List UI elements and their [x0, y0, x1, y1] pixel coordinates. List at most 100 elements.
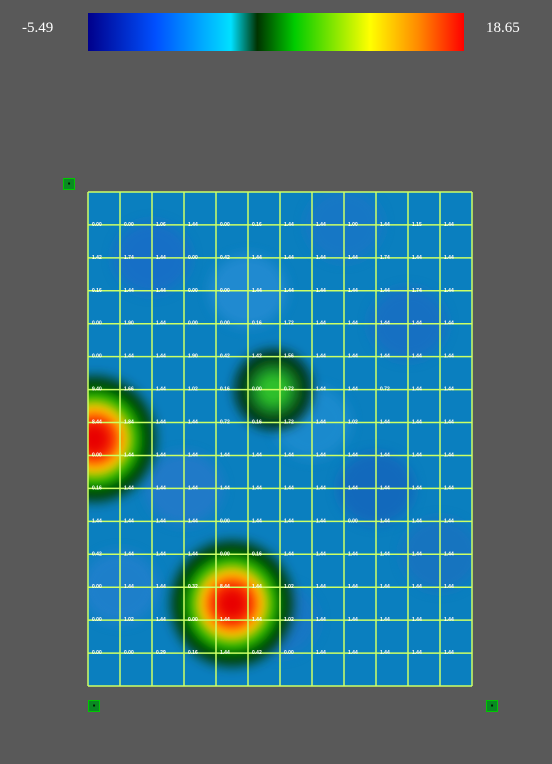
cell-value-label: 0.42 [220, 354, 230, 360]
cell-value-label: 1.44 [188, 420, 198, 426]
cell-value-label: 1.44 [380, 617, 390, 623]
cell-value-label: 1.42 [252, 354, 262, 360]
cell-value-label: 0.29 [156, 650, 166, 656]
cell-value-label: 1.44 [316, 420, 326, 426]
cell-value-label: 1.44 [412, 452, 422, 458]
cell-value-label: 1.44 [444, 452, 454, 458]
cell-value-label: 1.44 [412, 255, 422, 261]
cell-value-label: 1.44 [316, 584, 326, 590]
cell-value-label: 1.44 [412, 551, 422, 557]
cell-value-label: 1.44 [156, 551, 166, 557]
cell-value-label: 1.44 [412, 321, 422, 327]
cell-value-label: 1.02 [348, 420, 358, 426]
cell-value-label: 1.44 [284, 485, 294, 491]
cell-value-label: 0.00 [92, 222, 102, 228]
cell-value-label: 1.44 [124, 288, 134, 294]
cell-value-label: 1.44 [412, 354, 422, 360]
cell-value-label: 1.44 [316, 288, 326, 294]
cell-value-label: 1.00 [348, 222, 358, 228]
cell-value-label: 1.44 [348, 354, 358, 360]
cell-value-label: 1.44 [444, 617, 454, 623]
cell-value-label: 1.02 [124, 617, 134, 623]
cell-value-label: 1.44 [284, 518, 294, 524]
cell-value-label: 1.44 [188, 518, 198, 524]
cell-value-label: 1.44 [444, 321, 454, 327]
colorbar [88, 13, 464, 51]
cell-value-label: 1.44 [156, 255, 166, 261]
cell-value-label: 0.00 [92, 584, 102, 590]
cell-value-label: 0.00 [188, 617, 198, 623]
cell-value-label: 0.16 [92, 288, 102, 294]
corner-marker-bottom-left[interactable]: ▪ [88, 700, 100, 712]
colorbar-max-label: 18.65 [486, 20, 520, 36]
cell-value-label: 1.44 [252, 617, 262, 623]
cell-value-label: 0.72 [284, 387, 294, 393]
cell-value-label: 0.00 [220, 551, 230, 557]
cell-value-label: 8.44 [92, 420, 102, 426]
cell-value-label: 1.44 [188, 485, 198, 491]
cell-value-label: 1.72 [284, 321, 294, 327]
cell-value-label: 1.74 [380, 255, 390, 261]
cell-value-label: 1.44 [316, 617, 326, 623]
cell-value-label: 1.44 [444, 650, 454, 656]
cell-value-label: 0.16 [252, 222, 262, 228]
cell-value-label: 1.44 [284, 452, 294, 458]
cell-value-label: 1.44 [124, 518, 134, 524]
cell-value-label: 0.00 [252, 387, 262, 393]
cell-value-label: 0.42 [252, 650, 262, 656]
cell-value-label: 1.44 [412, 420, 422, 426]
cell-value-label: 1.74 [124, 255, 134, 261]
cell-value-label: 1.90 [188, 354, 198, 360]
cell-value-label: 1.44 [444, 518, 454, 524]
cell-value-label: 1.44 [380, 551, 390, 557]
cell-value-label: 1.44 [316, 485, 326, 491]
cell-value-label: 0.32 [188, 584, 198, 590]
cell-value-label: 1.44 [156, 518, 166, 524]
cell-value-label: 0.00 [92, 354, 102, 360]
cell-value-label: 0.16 [220, 387, 230, 393]
cell-value-label: 1.44 [348, 387, 358, 393]
cell-value-label: 1.44 [348, 255, 358, 261]
colorbar-min-label: -5.49 [22, 20, 54, 36]
corner-marker-bottom-right[interactable]: ▪ [486, 700, 498, 712]
cell-value-label: 1.44 [252, 584, 262, 590]
cell-value-label: 1.44 [348, 288, 358, 294]
corner-marker-top-left[interactable]: ▪ [63, 178, 75, 190]
cell-value-label: 0.16 [188, 650, 198, 656]
cell-value-label: 1.44 [348, 584, 358, 590]
cell-value-label: 1.44 [380, 420, 390, 426]
cell-value-label: 0.00 [220, 222, 230, 228]
cell-value-label: 1.06 [156, 222, 166, 228]
cell-value-label: 0.00 [220, 518, 230, 524]
cell-value-label: 1.72 [284, 420, 294, 426]
cell-value-label: 1.44 [156, 321, 166, 327]
cell-value-label: 1.44 [156, 387, 166, 393]
cell-value-label: 0.00 [92, 452, 102, 458]
cell-value-label: 1.44 [316, 650, 326, 656]
cell-value-label: 0.42 [92, 551, 102, 557]
cell-value-label: 1.44 [316, 387, 326, 393]
cell-value-label: 0.16 [92, 485, 102, 491]
cell-value-label: 1.44 [348, 551, 358, 557]
cell-value-label: 1.44 [412, 584, 422, 590]
cell-value-label: 1.44 [220, 650, 230, 656]
cell-value-label: 1.44 [348, 452, 358, 458]
cell-value-label: 1.44 [412, 387, 422, 393]
cell-value-label: 0.42 [220, 255, 230, 261]
cell-value-label: 1.44 [124, 452, 134, 458]
cell-value-label: 1.56 [284, 354, 294, 360]
cell-value-label: 1.44 [284, 288, 294, 294]
cell-value-label: 1.44 [444, 255, 454, 261]
cell-value-label: 1.44 [156, 420, 166, 426]
cell-value-label: 0.00 [92, 617, 102, 623]
cell-value-label: 1.44 [316, 518, 326, 524]
cell-value-label: 1.44 [412, 650, 422, 656]
cell-value-label: 0.00 [188, 321, 198, 327]
cell-value-label: 1.44 [444, 354, 454, 360]
cell-value-label: 1.44 [284, 222, 294, 228]
cell-value-label: 1.44 [124, 485, 134, 491]
cell-value-label: 1.44 [380, 222, 390, 228]
cell-value-label: 1.44 [348, 321, 358, 327]
